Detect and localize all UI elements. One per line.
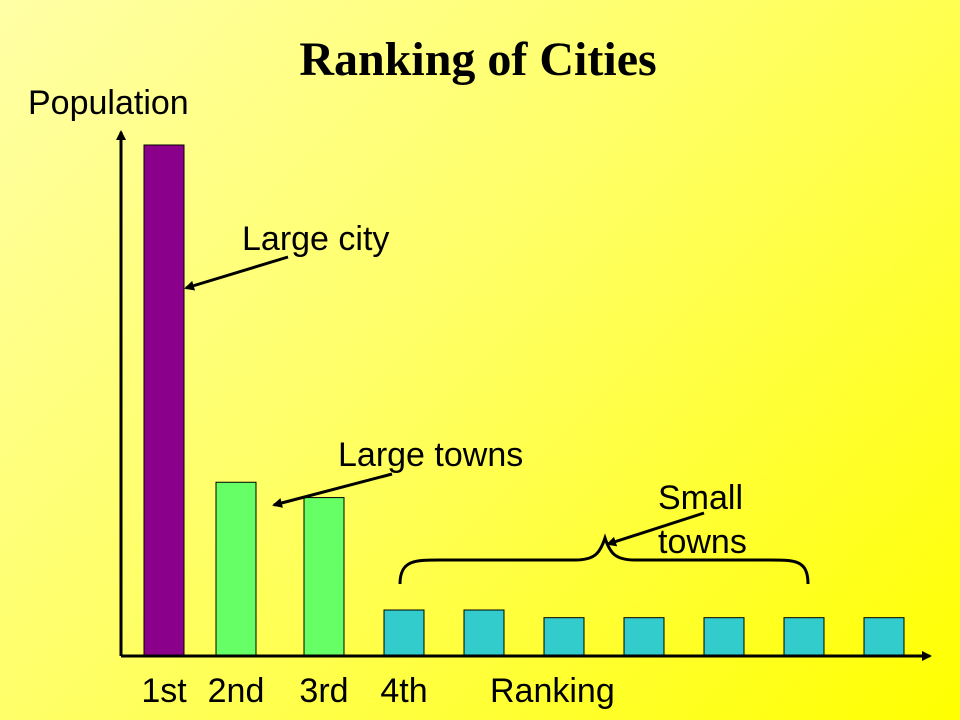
small-towns-annotation: Small towns (658, 476, 747, 564)
large-towns-arrow (272, 472, 393, 508)
small-towns-line1: Small (658, 479, 744, 517)
x-axis-label: Ranking (490, 672, 615, 710)
bar-3 (303, 497, 345, 657)
small-towns-arrow (606, 511, 705, 547)
x-tick-label: 2nd (207, 672, 265, 710)
bar-1 (143, 144, 185, 657)
bar-2 (215, 481, 257, 657)
small-towns-line2: towns (658, 523, 747, 561)
y-axis-label: Population (28, 84, 189, 122)
bar-7 (623, 617, 665, 657)
large-city-annotation: Large city (242, 220, 390, 258)
bar-4 (383, 609, 425, 657)
x-tick-label: 3rd (299, 672, 349, 710)
bar-10 (863, 617, 905, 657)
large-city-arrow (184, 255, 289, 291)
bar-8 (703, 617, 745, 657)
chart-title: Ranking of Cities (299, 33, 657, 86)
large-towns-annotation: Large towns (338, 436, 524, 474)
bars-group (143, 144, 905, 657)
x-tick-label: 1st (141, 672, 187, 710)
bar-6 (543, 617, 585, 657)
bar-5 (463, 609, 505, 657)
small-towns-brace (398, 533, 810, 585)
x-tick-label: 4th (380, 672, 428, 710)
bar-9 (783, 617, 825, 657)
